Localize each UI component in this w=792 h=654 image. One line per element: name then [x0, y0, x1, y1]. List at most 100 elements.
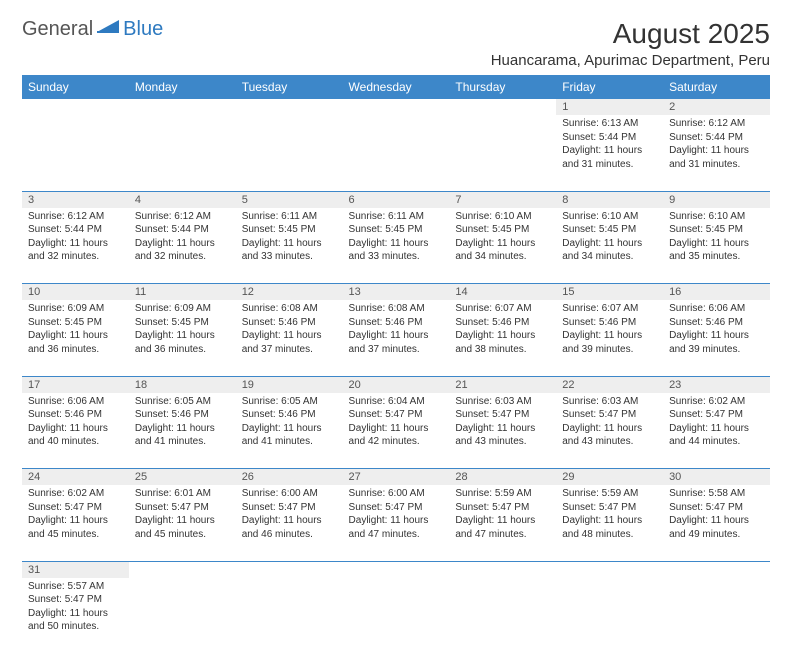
day-details: Sunrise: 6:01 AMSunset: 5:47 PMDaylight:…	[129, 485, 236, 545]
day-details: Sunrise: 5:59 AMSunset: 5:47 PMDaylight:…	[556, 485, 663, 545]
day-details: Sunrise: 6:09 AMSunset: 5:45 PMDaylight:…	[129, 300, 236, 360]
day-number-cell: 21	[449, 376, 556, 393]
day-number-cell	[236, 99, 343, 115]
week-row: Sunrise: 5:57 AMSunset: 5:47 PMDaylight:…	[22, 578, 770, 654]
day-cell	[22, 115, 129, 191]
day-cell: Sunrise: 6:03 AMSunset: 5:47 PMDaylight:…	[449, 393, 556, 469]
day-details: Sunrise: 5:58 AMSunset: 5:47 PMDaylight:…	[663, 485, 770, 545]
day-number-cell: 28	[449, 469, 556, 486]
day-number-cell: 11	[129, 284, 236, 301]
day-details: Sunrise: 6:08 AMSunset: 5:46 PMDaylight:…	[343, 300, 450, 360]
day-number-cell: 23	[663, 376, 770, 393]
day-cell: Sunrise: 5:57 AMSunset: 5:47 PMDaylight:…	[22, 578, 129, 654]
day-number-cell: 8	[556, 191, 663, 208]
logo-word-1: General	[22, 18, 93, 41]
day-cell: Sunrise: 6:10 AMSunset: 5:45 PMDaylight:…	[449, 208, 556, 284]
day-details: Sunrise: 6:06 AMSunset: 5:46 PMDaylight:…	[663, 300, 770, 360]
daynum-row: 10111213141516	[22, 284, 770, 301]
day-number-cell: 10	[22, 284, 129, 301]
day-cell: Sunrise: 6:05 AMSunset: 5:46 PMDaylight:…	[129, 393, 236, 469]
week-row: Sunrise: 6:13 AMSunset: 5:44 PMDaylight:…	[22, 115, 770, 191]
day-cell: Sunrise: 6:04 AMSunset: 5:47 PMDaylight:…	[343, 393, 450, 469]
day-number-cell: 25	[129, 469, 236, 486]
day-cell: Sunrise: 6:11 AMSunset: 5:45 PMDaylight:…	[343, 208, 450, 284]
day-number-cell: 18	[129, 376, 236, 393]
day-cell: Sunrise: 5:59 AMSunset: 5:47 PMDaylight:…	[556, 485, 663, 561]
day-cell: Sunrise: 6:05 AMSunset: 5:46 PMDaylight:…	[236, 393, 343, 469]
weekday-header: Tuesday	[236, 75, 343, 99]
daynum-row: 31	[22, 561, 770, 578]
day-cell: Sunrise: 6:00 AMSunset: 5:47 PMDaylight:…	[236, 485, 343, 561]
week-row: Sunrise: 6:06 AMSunset: 5:46 PMDaylight:…	[22, 393, 770, 469]
day-cell	[343, 578, 450, 654]
day-number-cell: 29	[556, 469, 663, 486]
day-cell	[663, 578, 770, 654]
day-cell: Sunrise: 6:09 AMSunset: 5:45 PMDaylight:…	[22, 300, 129, 376]
day-cell	[343, 115, 450, 191]
day-details: Sunrise: 6:03 AMSunset: 5:47 PMDaylight:…	[556, 393, 663, 453]
day-number-cell: 13	[343, 284, 450, 301]
day-details: Sunrise: 5:59 AMSunset: 5:47 PMDaylight:…	[449, 485, 556, 545]
day-number-cell	[556, 561, 663, 578]
calendar-table: Sunday Monday Tuesday Wednesday Thursday…	[22, 75, 770, 654]
day-details: Sunrise: 6:04 AMSunset: 5:47 PMDaylight:…	[343, 393, 450, 453]
day-number-cell: 14	[449, 284, 556, 301]
day-details: Sunrise: 5:57 AMSunset: 5:47 PMDaylight:…	[22, 578, 129, 638]
day-cell	[449, 578, 556, 654]
day-cell: Sunrise: 6:11 AMSunset: 5:45 PMDaylight:…	[236, 208, 343, 284]
day-cell	[129, 115, 236, 191]
day-cell: Sunrise: 6:12 AMSunset: 5:44 PMDaylight:…	[129, 208, 236, 284]
day-number-cell	[22, 99, 129, 115]
day-number-cell: 22	[556, 376, 663, 393]
day-details: Sunrise: 6:07 AMSunset: 5:46 PMDaylight:…	[556, 300, 663, 360]
day-details: Sunrise: 6:12 AMSunset: 5:44 PMDaylight:…	[22, 208, 129, 268]
day-number-cell: 17	[22, 376, 129, 393]
day-details: Sunrise: 6:05 AMSunset: 5:46 PMDaylight:…	[129, 393, 236, 453]
day-cell: Sunrise: 6:02 AMSunset: 5:47 PMDaylight:…	[22, 485, 129, 561]
day-details: Sunrise: 6:02 AMSunset: 5:47 PMDaylight:…	[22, 485, 129, 545]
day-cell: Sunrise: 6:10 AMSunset: 5:45 PMDaylight:…	[556, 208, 663, 284]
location: Huancarama, Apurimac Department, Peru	[491, 52, 770, 69]
day-cell: Sunrise: 6:12 AMSunset: 5:44 PMDaylight:…	[22, 208, 129, 284]
day-number-cell: 7	[449, 191, 556, 208]
day-number-cell	[449, 99, 556, 115]
day-number-cell: 2	[663, 99, 770, 115]
day-details: Sunrise: 6:11 AMSunset: 5:45 PMDaylight:…	[236, 208, 343, 268]
day-cell: Sunrise: 6:10 AMSunset: 5:45 PMDaylight:…	[663, 208, 770, 284]
header: General Blue August 2025 Huancarama, Apu…	[22, 18, 770, 69]
day-number-cell: 3	[22, 191, 129, 208]
day-number-cell: 12	[236, 284, 343, 301]
day-number-cell: 24	[22, 469, 129, 486]
day-details: Sunrise: 6:11 AMSunset: 5:45 PMDaylight:…	[343, 208, 450, 268]
day-cell: Sunrise: 6:00 AMSunset: 5:47 PMDaylight:…	[343, 485, 450, 561]
week-row: Sunrise: 6:02 AMSunset: 5:47 PMDaylight:…	[22, 485, 770, 561]
day-number-cell	[236, 561, 343, 578]
daynum-row: 17181920212223	[22, 376, 770, 393]
day-number-cell	[663, 561, 770, 578]
day-cell: Sunrise: 6:02 AMSunset: 5:47 PMDaylight:…	[663, 393, 770, 469]
day-cell: Sunrise: 6:06 AMSunset: 5:46 PMDaylight:…	[22, 393, 129, 469]
day-number-cell	[129, 99, 236, 115]
day-cell: Sunrise: 6:03 AMSunset: 5:47 PMDaylight:…	[556, 393, 663, 469]
week-row: Sunrise: 6:09 AMSunset: 5:45 PMDaylight:…	[22, 300, 770, 376]
day-details: Sunrise: 6:10 AMSunset: 5:45 PMDaylight:…	[449, 208, 556, 268]
daynum-row: 3456789	[22, 191, 770, 208]
day-cell: Sunrise: 5:58 AMSunset: 5:47 PMDaylight:…	[663, 485, 770, 561]
day-number-cell: 15	[556, 284, 663, 301]
day-cell	[129, 578, 236, 654]
weekday-header-row: Sunday Monday Tuesday Wednesday Thursday…	[22, 75, 770, 99]
logo-word-2: Blue	[123, 18, 163, 41]
day-number-cell: 9	[663, 191, 770, 208]
day-cell: Sunrise: 6:01 AMSunset: 5:47 PMDaylight:…	[129, 485, 236, 561]
day-cell: Sunrise: 6:09 AMSunset: 5:45 PMDaylight:…	[129, 300, 236, 376]
weekday-header: Wednesday	[343, 75, 450, 99]
day-cell: Sunrise: 6:08 AMSunset: 5:46 PMDaylight:…	[343, 300, 450, 376]
day-number-cell: 30	[663, 469, 770, 486]
day-number-cell: 27	[343, 469, 450, 486]
day-number-cell: 31	[22, 561, 129, 578]
day-details: Sunrise: 6:03 AMSunset: 5:47 PMDaylight:…	[449, 393, 556, 453]
day-number-cell	[343, 561, 450, 578]
day-details: Sunrise: 6:13 AMSunset: 5:44 PMDaylight:…	[556, 115, 663, 175]
day-details: Sunrise: 6:12 AMSunset: 5:44 PMDaylight:…	[129, 208, 236, 268]
daynum-row: 12	[22, 99, 770, 115]
